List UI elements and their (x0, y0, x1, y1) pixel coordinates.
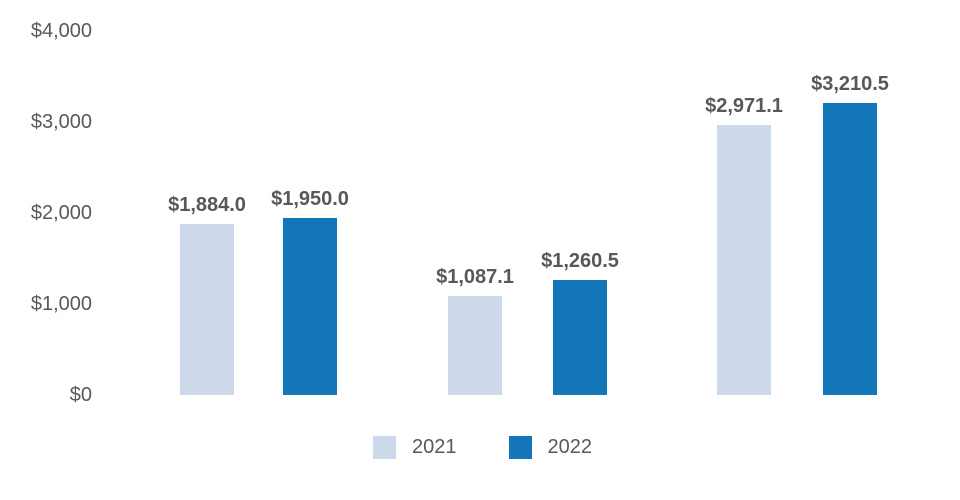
legend-swatch-2022 (508, 436, 532, 459)
y-axis-tick-label: $1,000 (30, 293, 92, 315)
legend: 2021 2022 (373, 436, 592, 459)
legend-swatch-2021 (373, 436, 396, 459)
bar-value-label-2021-group1: $1,884.0 (168, 193, 246, 216)
bar-value-label-2022-group3: $3,210.5 (811, 72, 889, 95)
bar-2021-group3 (717, 124, 771, 395)
bar-2022-group3 (823, 102, 877, 395)
y-axis-tick-label: $4,000 (30, 20, 92, 42)
bar-2022-group2 (553, 280, 607, 395)
bar-2021-group2 (448, 296, 502, 395)
bar-2021-group1 (180, 223, 234, 395)
y-axis-tick-label: $3,000 (30, 111, 92, 133)
bar-2022-group1 (283, 217, 337, 395)
legend-item-2021: 2021 (373, 436, 457, 459)
y-axis-tick-label: $2,000 (30, 202, 92, 224)
bar-value-label-2022-group2: $1,260.5 (541, 250, 619, 273)
legend-item-2022: 2022 (508, 436, 593, 459)
bar-value-label-2022-group1: $1,950.0 (271, 187, 349, 210)
legend-label-2022: 2022 (547, 436, 593, 458)
bar-value-label-2021-group3: $2,971.1 (705, 94, 783, 117)
y-axis-tick-label: $0 (69, 384, 92, 406)
legend-label-2021: 2021 (412, 436, 457, 458)
bar-value-label-2021-group2: $1,087.1 (436, 266, 514, 289)
